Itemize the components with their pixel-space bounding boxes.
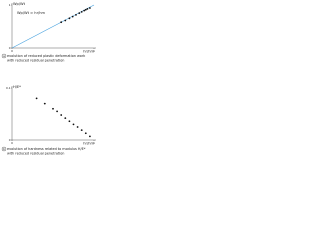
caption: evolution of hardness related to modulus… [7,147,86,151]
y-tick-label: 0 [9,138,11,142]
panel-label: a [3,54,5,58]
point [80,10,83,13]
point [89,135,91,138]
point [84,8,87,11]
point [80,129,83,132]
point [71,15,74,18]
point [35,97,38,100]
y-tick-label: 1 [9,3,11,7]
point [76,126,79,128]
point [52,107,54,110]
panel-badge [1,146,7,152]
point [75,13,77,16]
point [84,132,87,135]
fit-line [11,4,95,49]
point [68,17,71,20]
annotation: Wp/Wt ≈ hr/hm [17,11,46,15]
point [60,21,63,24]
x-tick-label: 1 [93,49,95,53]
point [86,7,89,10]
x-tick-label: 0 [11,49,13,53]
x-axis-label: hr/hm [83,50,94,54]
point [64,117,67,120]
y-axis-label: H/E* [13,85,21,89]
y-axis-label: Wp/Wt [13,2,26,6]
page: {"chart_data": [ {"type": "scatter", "la… [0,0,100,169]
caption: with reduced residual penetration [7,152,64,156]
x-tick-label: 0 [11,141,13,145]
point [68,120,71,123]
caption: evolution of reduced plastic deformation… [7,54,85,58]
point [56,110,58,113]
point [78,12,81,15]
y-tick-label: 0.1 [6,86,11,90]
point [60,114,63,116]
point [72,123,75,126]
x-tick-label: 1 [93,141,95,145]
y-tick-label: 0 [9,46,11,50]
x-axis-label: hr/hm [83,142,94,146]
caption: with reduced residual penetration [7,59,64,63]
panel-badge [1,53,7,59]
panel-label: b [3,147,5,151]
point [83,9,86,12]
point [43,102,46,105]
point [64,19,67,22]
point [89,7,91,9]
